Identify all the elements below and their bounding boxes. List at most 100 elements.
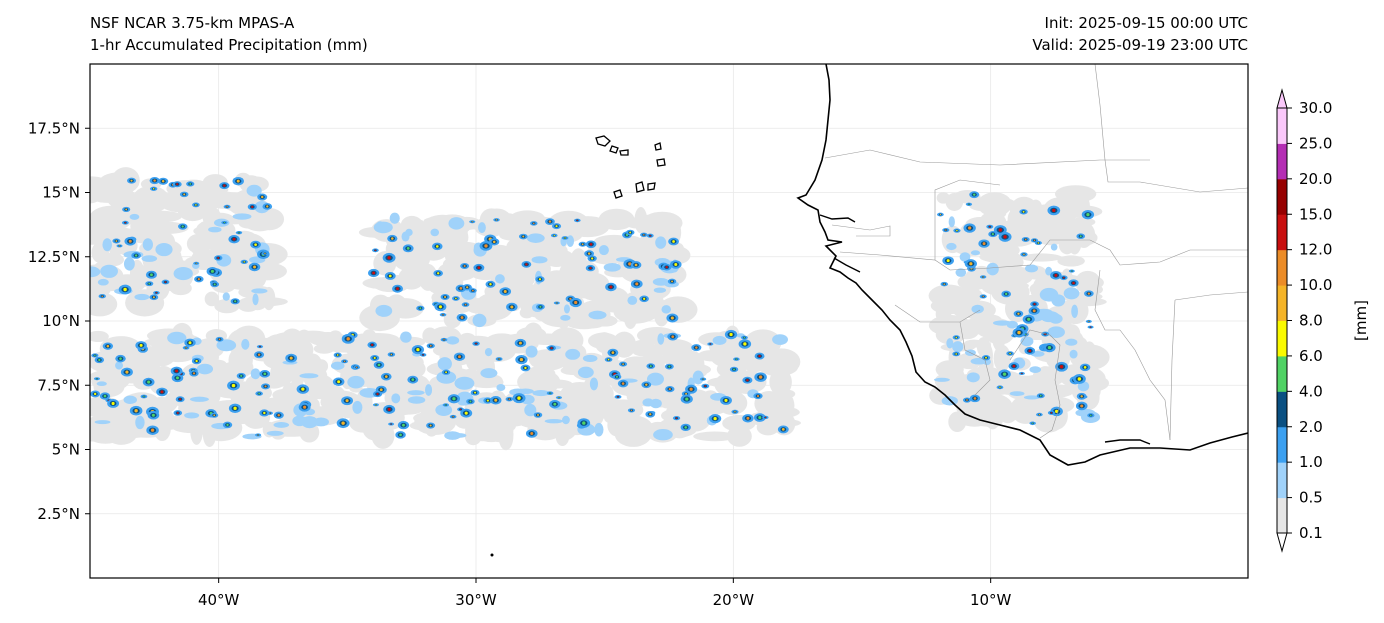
precip-cell-peak — [1090, 326, 1092, 328]
precip-cell-peak — [649, 234, 651, 237]
precip-area-light — [675, 355, 698, 376]
precip-area-light — [683, 389, 711, 409]
precip-cell-peak — [213, 414, 216, 417]
precip-cell-peak — [111, 401, 115, 406]
precip-cell-peak — [1037, 242, 1040, 244]
precip-cell-peak — [758, 354, 761, 358]
precip-area-moderate — [241, 338, 250, 350]
precip-cell-peak — [387, 407, 391, 411]
precip-area-moderate — [657, 333, 665, 345]
precip-area-light — [1013, 406, 1038, 424]
precip-cell-peak — [689, 387, 693, 391]
precip-area-moderate — [531, 256, 548, 264]
precip-cell-peak — [143, 395, 145, 398]
precip-cell-peak — [1087, 292, 1091, 295]
precip-cell-peak — [524, 366, 527, 370]
precip-area-moderate — [142, 238, 153, 251]
precip-cell-peak — [391, 237, 394, 240]
precip-cell-peak — [435, 245, 439, 248]
precip-area-moderate — [313, 417, 329, 427]
precip-cell-peak — [176, 183, 179, 186]
lat-tick-label: 10°N — [42, 312, 80, 330]
precip-cell-peak — [532, 222, 535, 225]
field-title: 1-hr Accumulated Precipitation (mm) — [90, 36, 368, 54]
precip-cell-peak — [943, 283, 946, 285]
precip-cell-peak — [1024, 238, 1027, 241]
precip-cell-peak — [345, 399, 349, 403]
precip-cell-peak — [458, 355, 461, 359]
precip-area-moderate — [598, 245, 609, 256]
colorbar-tick-label: 2.0 — [1299, 418, 1323, 436]
precip-cell-peak — [356, 366, 358, 369]
precip-area-light — [636, 327, 677, 345]
precip-area-moderate — [560, 314, 571, 321]
precip-cell-peak — [341, 421, 345, 425]
precip-cell-peak — [303, 405, 307, 409]
precip-area-moderate — [532, 389, 550, 397]
precip-cell-peak — [589, 242, 593, 246]
precip-area-moderate — [425, 384, 433, 396]
precip-area-moderate — [589, 377, 599, 391]
lon-tick-label: 10°W — [970, 591, 1012, 609]
precip-cell-peak — [743, 336, 746, 339]
precip-cell-peak — [539, 305, 542, 308]
precip-cell-peak — [444, 295, 447, 299]
precip-area-moderate — [299, 373, 319, 379]
title-right: Init: 2025-09-15 00:00 UTC Valid: 2025-0… — [1032, 12, 1248, 56]
precip-cell-peak — [183, 193, 186, 196]
precip-cell-peak — [161, 180, 165, 183]
precip-cell-peak — [1059, 365, 1064, 369]
precip-cell-peak — [1079, 235, 1082, 238]
precip-cell-peak — [134, 409, 138, 413]
precip-area-moderate — [495, 274, 505, 284]
precip-area-moderate — [712, 335, 727, 345]
precip-cell-peak — [460, 316, 464, 319]
precip-cell-peak — [223, 184, 226, 187]
precip-cell-peak — [150, 428, 155, 432]
precip-cell-peak — [946, 259, 950, 263]
colorbar-segment — [1277, 355, 1287, 392]
precip-cell-peak — [1071, 270, 1073, 272]
precip-cell-peak — [939, 213, 942, 216]
precip-area-moderate — [266, 430, 284, 436]
precip-cell-peak — [226, 206, 228, 208]
precip-cell-peak — [375, 404, 377, 406]
precip-cell-peak — [1002, 372, 1007, 376]
colorbar-tick-label: 25.0 — [1299, 134, 1332, 152]
precip-area-light — [195, 187, 219, 215]
precip-area-light — [1057, 255, 1085, 267]
precip-area-moderate — [582, 354, 598, 363]
precip-area-moderate — [250, 368, 261, 380]
precip-cell-peak — [1017, 330, 1021, 335]
precip-area-light — [211, 276, 237, 293]
precip-cell-peak — [665, 265, 668, 269]
country-borders — [824, 64, 1248, 441]
precip-cell-peak — [411, 378, 415, 382]
precip-cell-peak — [1012, 364, 1016, 368]
precip-cell-peak — [139, 343, 143, 347]
precip-area-moderate — [1050, 243, 1058, 251]
precip-area-moderate — [772, 334, 789, 345]
precip-area-light — [956, 352, 982, 370]
precip-cell-peak — [945, 229, 947, 231]
precip-area-light — [1073, 222, 1096, 247]
precip-area-moderate — [642, 398, 655, 407]
precip-cell-peak — [1017, 312, 1020, 315]
colorbar-tick-label: 20.0 — [1299, 170, 1332, 188]
precip-area-moderate — [1039, 287, 1059, 302]
precip-cell-peak — [668, 365, 671, 368]
model-title: NSF NCAR 3.75-km MPAS-A — [90, 14, 295, 32]
precip-area-moderate — [155, 242, 173, 257]
precip-cell-peak — [695, 346, 698, 349]
precip-cell-peak — [1033, 239, 1036, 242]
precip-area-moderate — [496, 383, 506, 392]
precip-cell-peak — [621, 382, 625, 385]
precip-cell-peak — [671, 335, 675, 339]
precip-cell-peak — [1033, 303, 1036, 306]
precip-area-light — [769, 368, 792, 396]
precip-area-moderate — [115, 361, 123, 370]
precip-area-light — [988, 370, 1024, 391]
precip-cell-peak — [390, 423, 392, 425]
precip-area-light — [958, 319, 981, 336]
